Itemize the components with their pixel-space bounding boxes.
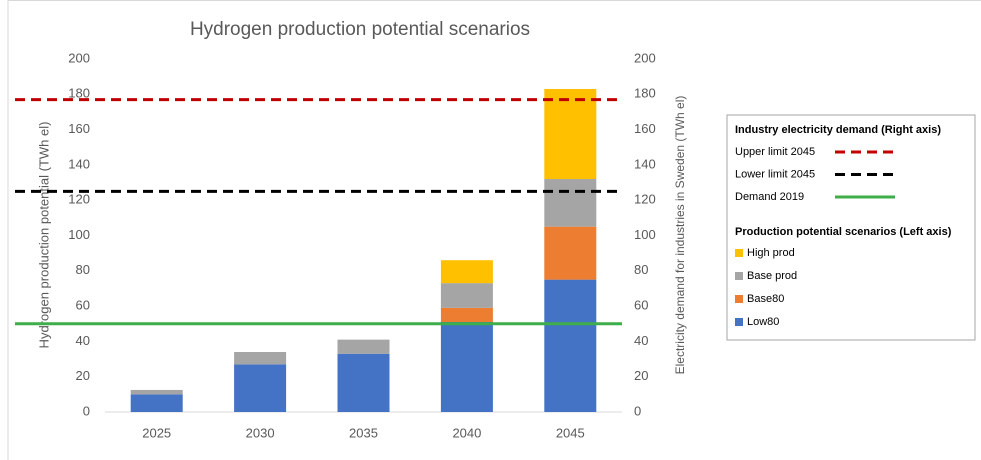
y2-axis-label: Electricity demand for industries in Swe… bbox=[673, 96, 687, 375]
y-tick-label: 100 bbox=[68, 227, 90, 242]
y2-tick-label: 180 bbox=[634, 86, 656, 101]
bar-segment bbox=[544, 279, 597, 412]
legend-swatch bbox=[735, 272, 743, 280]
bar-segment bbox=[130, 389, 183, 395]
bar-segment bbox=[440, 260, 493, 284]
y2-tick-label: 160 bbox=[634, 121, 656, 136]
legend-label: Low80 bbox=[747, 316, 779, 328]
y-tick-label: 20 bbox=[76, 368, 90, 383]
x-tick-label: 2030 bbox=[246, 425, 275, 440]
bar-segment bbox=[440, 321, 493, 412]
y2-tick-label: 40 bbox=[634, 333, 648, 348]
legend-label: Base prod bbox=[747, 270, 797, 282]
y-axis-label: Hydrogen production potential (TWh el) bbox=[36, 122, 51, 349]
legend-title: Industry electricity demand (Right axis) bbox=[735, 124, 941, 136]
y-tick-label: 40 bbox=[76, 333, 90, 348]
legend-label: Upper limit 2045 bbox=[735, 146, 815, 158]
legend-label: Base80 bbox=[747, 293, 784, 305]
bar-segment bbox=[130, 394, 183, 412]
y2-tick-label: 20 bbox=[634, 368, 648, 383]
y2-tick-label: 200 bbox=[634, 50, 656, 65]
legend-label: Demand 2019 bbox=[735, 191, 804, 203]
bar-segment bbox=[544, 89, 597, 180]
bar-segment bbox=[234, 364, 287, 412]
legend-swatch bbox=[735, 249, 743, 257]
bar-segment bbox=[440, 307, 493, 322]
bar-segment bbox=[337, 353, 390, 412]
y2-tick-label: 100 bbox=[634, 227, 656, 242]
x-tick-label: 2040 bbox=[452, 425, 481, 440]
legend-label: High prod bbox=[747, 247, 795, 259]
x-tick-label: 2035 bbox=[349, 425, 378, 440]
y-tick-label: 140 bbox=[68, 156, 90, 171]
y-tick-label: 160 bbox=[68, 121, 90, 136]
bar-segment bbox=[544, 226, 597, 280]
bar-segment bbox=[337, 339, 390, 354]
y-tick-label: 60 bbox=[76, 298, 90, 313]
legend-swatch bbox=[735, 318, 743, 326]
y2-tick-label: 0 bbox=[634, 403, 641, 418]
y-tick-label: 120 bbox=[68, 192, 90, 207]
x-tick-label: 2025 bbox=[142, 425, 171, 440]
y2-tick-label: 60 bbox=[634, 298, 648, 313]
y-tick-label: 180 bbox=[68, 86, 90, 101]
y-tick-label: 200 bbox=[68, 50, 90, 65]
legend-label: Lower limit 2045 bbox=[735, 168, 815, 180]
y2-tick-label: 140 bbox=[634, 156, 656, 171]
y2-tick-label: 120 bbox=[634, 192, 656, 207]
bar-segment bbox=[544, 179, 597, 227]
legend-title: Production potential scenarios (Left axi… bbox=[735, 226, 952, 238]
bar-segment bbox=[234, 351, 287, 365]
legend-swatch bbox=[735, 295, 743, 303]
chart-title: Hydrogen production potential scenarios bbox=[190, 19, 530, 40]
y-tick-label: 80 bbox=[76, 262, 90, 277]
y2-tick-label: 80 bbox=[634, 262, 648, 277]
y-tick-label: 0 bbox=[83, 403, 90, 418]
x-tick-label: 2045 bbox=[556, 425, 585, 440]
bar-segment bbox=[440, 283, 493, 308]
